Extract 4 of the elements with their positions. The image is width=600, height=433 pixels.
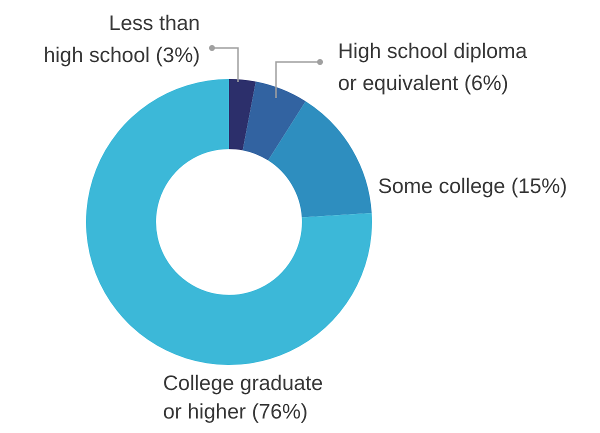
slice-label: Some college (15%)	[378, 174, 568, 198]
slice-label: High school diploma or equivalent (6%)	[338, 40, 528, 95]
slice-label: Less than high school (3%)	[44, 12, 200, 67]
slice-label: College graduate or higher (76%)	[163, 372, 323, 424]
